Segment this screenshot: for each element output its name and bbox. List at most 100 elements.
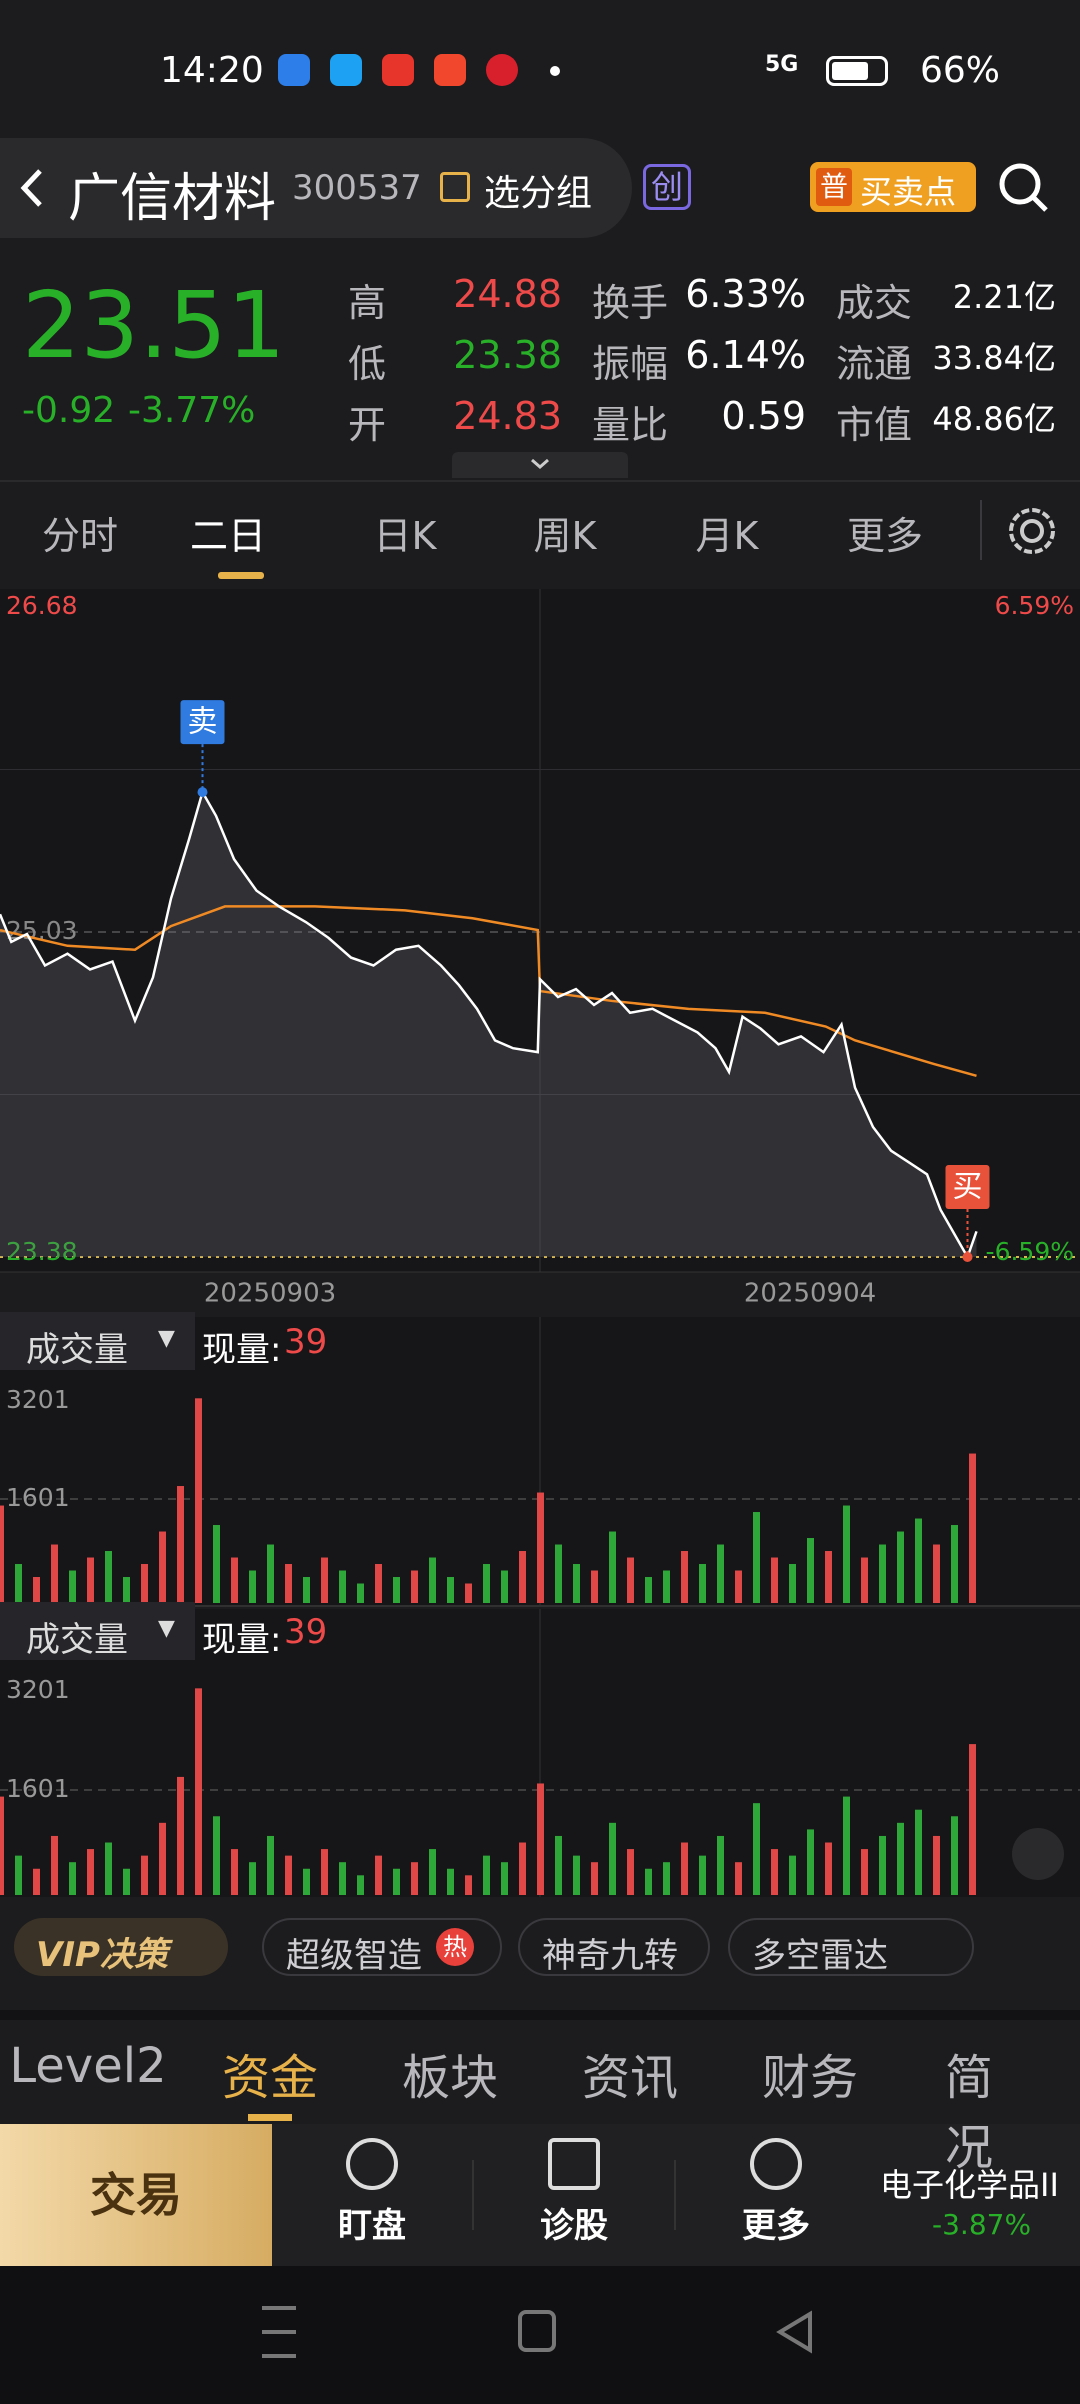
volume-bar: [861, 1849, 868, 1895]
search-button[interactable]: [996, 160, 1052, 216]
signal-button[interactable]: 普 买卖点: [810, 162, 976, 212]
info-tab[interactable]: 简况: [945, 2050, 994, 2176]
divider: [980, 500, 982, 560]
vip-chip[interactable]: VIP决策: [14, 1918, 228, 1976]
volume-bar: [393, 1868, 400, 1895]
stat-label: 低: [348, 342, 387, 386]
settings-button[interactable]: [1006, 505, 1058, 557]
period-tab[interactable]: 分时: [41, 514, 119, 558]
status-bar: 14:20 5G 66%: [0, 0, 1080, 130]
header-pill: [0, 138, 632, 238]
app-icon: [278, 54, 310, 86]
volume-bar: [735, 1570, 742, 1603]
info-tab[interactable]: 财务: [761, 2050, 859, 2106]
info-tab[interactable]: 资讯: [581, 2050, 679, 2106]
toolbar-item[interactable]: 更多: [742, 2206, 810, 2246]
volume-bar: [933, 1544, 940, 1603]
volume-bar: [681, 1551, 688, 1603]
volume-bar: [735, 1862, 742, 1895]
change: -0.92: [22, 390, 116, 431]
toolbar-item[interactable]: 诊股: [540, 2206, 608, 2246]
volume-bar: [951, 1525, 958, 1603]
expand-button[interactable]: [1012, 1828, 1064, 1880]
volume-bar: [285, 1564, 292, 1603]
group-button[interactable]: 选分组: [484, 173, 593, 214]
y-tick-label: 1601: [6, 1483, 70, 1512]
board-badge: 创: [643, 164, 691, 210]
volume-bar: [411, 1862, 418, 1895]
volume-bar: [645, 1868, 652, 1895]
trade-button[interactable]: 交易: [0, 2124, 272, 2266]
tool-chip[interactable]: 超级智造: [262, 1918, 502, 1976]
stock-name: 广信材料: [68, 169, 277, 229]
period-tab[interactable]: 更多: [846, 514, 924, 558]
active-indicator: [218, 572, 264, 579]
volume-bar: [105, 1551, 112, 1603]
sector-name[interactable]: 电子化学品II: [880, 2166, 1059, 2204]
nav-bar: [0, 2266, 1080, 2400]
volume-bar: [951, 1816, 958, 1895]
volume-bar: [897, 1531, 904, 1603]
volume-bar: [375, 1564, 382, 1603]
volume-bar: [87, 1557, 94, 1603]
period-tab[interactable]: 日K: [373, 514, 437, 558]
volume-bar: [789, 1855, 796, 1895]
annotation-point: [962, 1252, 973, 1262]
volume-bar: [321, 1849, 328, 1895]
expand-tab[interactable]: [452, 452, 628, 478]
volume-bar: [681, 1842, 688, 1895]
tool-chip[interactable]: 多空雷达: [728, 1918, 974, 1976]
volume-bar: [519, 1842, 526, 1895]
volume-bar: [177, 1776, 184, 1895]
volume-bar: [357, 1583, 364, 1603]
volume-bar: [645, 1577, 652, 1603]
volume-bar: [933, 1835, 940, 1895]
volume-bar: [141, 1855, 148, 1895]
volume-bar: [555, 1544, 562, 1603]
volume-bar: [591, 1862, 598, 1895]
volume-title[interactable]: 成交量: [26, 1330, 128, 1370]
volume-bar: [969, 1744, 976, 1895]
dot: [550, 66, 560, 76]
current-label: 现量:: [202, 1620, 282, 1660]
volume-bar: [0, 1505, 4, 1603]
volume-bar: [123, 1868, 130, 1895]
period-tab[interactable]: 月K: [695, 514, 759, 558]
period-tab[interactable]: 周K: [533, 514, 597, 558]
stat-value: 33.84亿: [932, 339, 1056, 377]
info-bar: [0, 2010, 1080, 2122]
info-tab[interactable]: 板块: [401, 2050, 499, 2106]
back-button[interactable]: [14, 165, 50, 211]
annotation-label: 卖: [188, 705, 218, 740]
volume-bar: [303, 1868, 310, 1895]
stat-value: 0.59: [721, 394, 806, 438]
volume-bar: [429, 1557, 436, 1603]
volume-header-bg: [0, 1312, 195, 1370]
y-tick-label: 1601: [6, 1774, 70, 1803]
volume-bar: [267, 1835, 274, 1895]
volume-bar: [483, 1564, 490, 1603]
volume-bar: [573, 1855, 580, 1895]
x-tick-label: 20250904: [744, 1279, 876, 1309]
info-tab[interactable]: Level2: [9, 2038, 167, 2094]
hot-badge: 热: [436, 1928, 474, 1966]
volume-bar: [87, 1849, 94, 1895]
volume-bar: [339, 1862, 346, 1895]
volume-bar: [141, 1564, 148, 1603]
tool-chip[interactable]: 神奇九转: [518, 1918, 710, 1976]
annotation-box: [945, 1165, 990, 1209]
stat-label: 量比: [592, 403, 669, 447]
toolbar-icon: [346, 2138, 398, 2190]
volume-bar: [15, 1564, 22, 1603]
volume-bar: [231, 1849, 238, 1895]
y2-tick-label: 6.59%: [995, 591, 1074, 620]
average-line: [0, 905, 977, 1077]
volume-bar: [807, 1829, 814, 1895]
info-tab[interactable]: 资金: [221, 2050, 319, 2106]
toolbar-item[interactable]: 盯盘: [338, 2206, 406, 2246]
volume-bar: [69, 1862, 76, 1895]
volume-title[interactable]: 成交量: [26, 1620, 128, 1660]
signal-text: 买卖点: [860, 173, 957, 211]
price: 23.51: [22, 272, 286, 379]
period-tab[interactable]: 二日: [189, 514, 267, 558]
